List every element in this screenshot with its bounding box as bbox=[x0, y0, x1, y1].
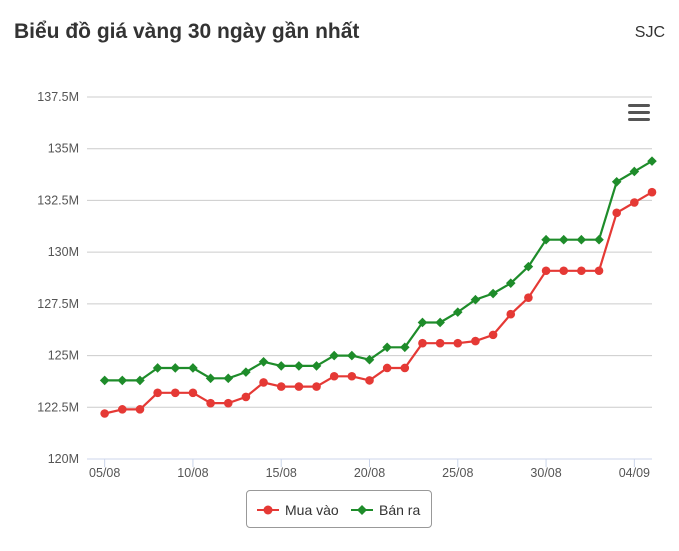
x-tick-label: 25/08 bbox=[442, 466, 473, 480]
data-point-buy bbox=[453, 338, 463, 348]
data-point-sell bbox=[523, 261, 534, 272]
data-point-sell bbox=[629, 166, 640, 177]
y-tick-label: 127.5M bbox=[37, 297, 79, 311]
data-point-sell bbox=[170, 363, 181, 373]
data-point-buy bbox=[418, 338, 427, 348]
chart-title: Biểu đồ giá vàng 30 ngày gần nhất bbox=[14, 20, 360, 43]
y-tick-label: 130M bbox=[48, 245, 79, 259]
data-point-sell bbox=[241, 367, 251, 377]
data-point-buy bbox=[577, 266, 586, 276]
y-tick-label: 135M bbox=[48, 142, 79, 156]
data-point-buy bbox=[488, 330, 498, 340]
data-point-sell bbox=[135, 375, 145, 386]
data-point-sell bbox=[258, 356, 269, 367]
data-point-buy bbox=[188, 388, 198, 398]
data-point-buy bbox=[259, 378, 268, 387]
data-point-sell bbox=[188, 363, 198, 373]
data-point-sell bbox=[558, 234, 569, 245]
data-point-sell bbox=[294, 361, 304, 371]
source-label: SJC bbox=[634, 24, 665, 41]
data-point-sell bbox=[382, 342, 392, 353]
data-point-sell bbox=[364, 354, 375, 365]
data-point-buy bbox=[382, 363, 392, 373]
data-point-buy bbox=[612, 208, 621, 218]
data-point-sell bbox=[452, 307, 463, 317]
y-tick-label: 120M bbox=[48, 452, 79, 466]
data-point-sell bbox=[152, 363, 163, 373]
data-point-sell bbox=[470, 294, 481, 305]
data-point-sell bbox=[505, 278, 516, 288]
data-point-sell bbox=[117, 375, 128, 386]
data-point-buy bbox=[647, 187, 657, 197]
legend-item-buy[interactable]: Mua vào bbox=[257, 501, 339, 519]
data-point-buy bbox=[329, 371, 339, 381]
data-point-buy bbox=[135, 405, 145, 414]
data-point-buy bbox=[541, 266, 551, 276]
series-layer bbox=[99, 156, 657, 418]
data-point-sell bbox=[576, 234, 587, 245]
data-point-buy bbox=[594, 266, 604, 276]
data-point-sell bbox=[417, 317, 428, 328]
data-point-sell bbox=[223, 373, 234, 384]
data-point-buy bbox=[347, 371, 357, 381]
data-point-buy bbox=[365, 376, 374, 385]
grid-lines bbox=[87, 96, 652, 460]
data-point-sell bbox=[647, 156, 657, 166]
data-point-buy bbox=[471, 336, 480, 346]
data-point-sell bbox=[347, 350, 357, 361]
data-point-buy bbox=[294, 382, 304, 391]
legend-item-sell[interactable]: Bán ra bbox=[351, 501, 420, 519]
y-tick-label: 125M bbox=[48, 349, 79, 363]
y-tick-label: 137.5M bbox=[37, 90, 79, 104]
data-point-buy bbox=[153, 388, 162, 398]
data-point-buy bbox=[100, 409, 109, 418]
data-point-sell bbox=[611, 177, 622, 187]
data-point-sell bbox=[311, 361, 322, 371]
data-point-sell bbox=[276, 361, 287, 371]
data-point-sell bbox=[400, 342, 410, 353]
data-point-buy bbox=[241, 392, 251, 402]
data-point-sell bbox=[488, 288, 498, 299]
x-tick-label: 15/08 bbox=[266, 466, 297, 480]
y-tick-label: 122.5M bbox=[37, 400, 79, 414]
data-point-buy bbox=[118, 405, 127, 414]
data-point-buy bbox=[170, 388, 180, 398]
data-point-sell bbox=[541, 234, 551, 245]
data-point-buy bbox=[630, 198, 639, 207]
x-tick-label: 30/08 bbox=[530, 466, 561, 480]
x-tick-label: 04/09 bbox=[619, 466, 650, 480]
x-tick-label: 20/08 bbox=[354, 466, 385, 480]
y-axis-labels: 120M 122.5M 125M 127.5M 130M 132.5M 135M 137.5M bbox=[37, 90, 79, 466]
data-point-buy bbox=[435, 338, 445, 348]
data-point-buy bbox=[312, 382, 321, 391]
data-point-sell bbox=[594, 234, 604, 245]
data-point-buy bbox=[206, 398, 215, 408]
x-axis-labels: 05/08 10/08 15/08 20/08 25/08 30/08 04/09 bbox=[89, 459, 650, 480]
legend-diamond-icon bbox=[351, 505, 373, 515]
data-point-buy bbox=[559, 266, 569, 276]
data-point-sell bbox=[99, 375, 110, 386]
data-point-sell bbox=[205, 373, 216, 384]
x-tick-label: 10/08 bbox=[177, 466, 208, 480]
y-tick-label: 132.5M bbox=[37, 193, 79, 207]
data-point-sell bbox=[435, 317, 445, 328]
data-point-buy bbox=[276, 382, 286, 391]
x-tick-label: 05/08 bbox=[89, 466, 120, 480]
legend-circle-icon bbox=[257, 505, 279, 515]
series-line-buy bbox=[104, 191, 653, 415]
data-point-buy bbox=[506, 309, 516, 319]
legend-label-sell: Bán ra bbox=[379, 502, 421, 518]
data-point-buy bbox=[223, 398, 233, 408]
chart-legend: Mua vào Bán ra bbox=[246, 490, 432, 528]
hamburger-menu-icon[interactable] bbox=[628, 104, 650, 122]
data-point-buy bbox=[524, 293, 533, 302]
data-point-sell bbox=[329, 350, 339, 361]
legend-label-buy: Mua vào bbox=[285, 502, 339, 518]
data-point-buy bbox=[400, 363, 410, 373]
